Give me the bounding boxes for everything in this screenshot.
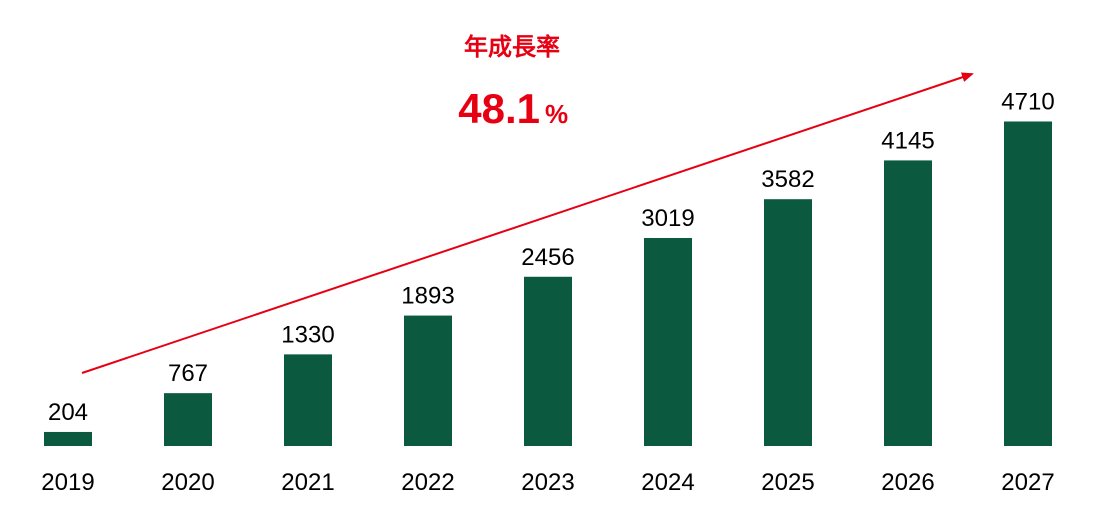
- bar-2024: [644, 237, 692, 446]
- growth-rate-value: 48.1: [458, 85, 540, 132]
- value-label-2025: 3582: [761, 166, 814, 193]
- value-label-2019: 204: [48, 399, 88, 426]
- bars-group: [44, 121, 1052, 447]
- bar-2023: [524, 276, 572, 446]
- bar-2019: [44, 431, 92, 446]
- bar-2022: [404, 315, 452, 446]
- bar-2027: [1004, 121, 1052, 446]
- x-axis-ticks: 2019 2020 2021 2022 2023 2024 2025 2026 2027: [41, 469, 1054, 496]
- x-tick-2019: 2019: [41, 469, 94, 496]
- growth-trend-arrow: [81, 72, 974, 374]
- bar-2025: [764, 199, 812, 446]
- x-tick-2025: 2025: [761, 469, 814, 496]
- growth-rate-label: 年成長率: [464, 33, 560, 61]
- bar-2020: [164, 393, 212, 446]
- x-tick-2026: 2026: [881, 469, 934, 496]
- x-tick-2021: 2021: [281, 469, 334, 496]
- x-tick-2023: 2023: [521, 469, 574, 496]
- value-label-2021: 1330: [281, 321, 334, 348]
- x-tick-2024: 2024: [641, 469, 694, 496]
- x-tick-2020: 2020: [161, 469, 214, 496]
- value-label-2024: 3019: [641, 205, 694, 232]
- bar-2026: [884, 160, 932, 447]
- bar-2021: [284, 354, 332, 446]
- growth-rate-unit: %: [545, 99, 568, 129]
- x-tick-2027: 2027: [1001, 469, 1054, 496]
- x-tick-2022: 2022: [401, 469, 454, 496]
- value-label-2026: 4145: [881, 127, 934, 154]
- value-labels-group: 204 767 1330 1893 2456 3019 3582 4145 4710: [48, 88, 1055, 425]
- value-label-2023: 2456: [521, 244, 574, 271]
- value-label-2027: 4710: [1001, 88, 1054, 115]
- value-label-2022: 1893: [401, 283, 454, 310]
- value-label-2020: 767: [168, 360, 208, 387]
